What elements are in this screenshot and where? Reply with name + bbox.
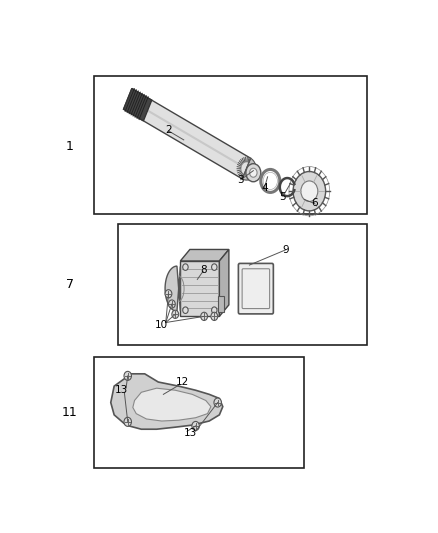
Circle shape	[211, 312, 218, 320]
Text: 12: 12	[175, 377, 189, 387]
Bar	[117, 224, 367, 345]
Circle shape	[201, 312, 208, 320]
Polygon shape	[133, 388, 211, 421]
Circle shape	[183, 307, 188, 313]
Text: 9: 9	[282, 245, 289, 255]
Circle shape	[169, 300, 175, 308]
Polygon shape	[242, 158, 256, 180]
Polygon shape	[124, 88, 251, 179]
Circle shape	[212, 264, 217, 270]
Text: 6: 6	[311, 198, 318, 208]
Polygon shape	[165, 266, 180, 311]
Circle shape	[293, 172, 325, 211]
Circle shape	[214, 398, 222, 407]
Circle shape	[172, 310, 179, 318]
Text: 3: 3	[237, 175, 244, 185]
Circle shape	[183, 264, 188, 270]
Polygon shape	[180, 249, 229, 261]
Bar	[180, 261, 219, 317]
Circle shape	[124, 417, 131, 426]
Text: 5: 5	[279, 191, 286, 201]
Circle shape	[250, 168, 257, 177]
Polygon shape	[219, 249, 229, 317]
Circle shape	[192, 422, 199, 431]
Circle shape	[246, 164, 261, 182]
Text: 13: 13	[114, 385, 127, 395]
Circle shape	[165, 290, 172, 298]
FancyBboxPatch shape	[238, 263, 273, 314]
Circle shape	[212, 307, 217, 313]
Text: 10: 10	[155, 320, 168, 329]
Text: 4: 4	[261, 183, 268, 193]
Text: 8: 8	[200, 265, 206, 275]
Text: 7: 7	[66, 278, 74, 291]
Text: 11: 11	[62, 406, 78, 419]
Circle shape	[124, 372, 131, 381]
Bar	[218, 296, 224, 312]
Text: 13: 13	[184, 429, 197, 438]
Circle shape	[301, 181, 318, 201]
Bar	[94, 358, 304, 468]
Text: 2: 2	[165, 125, 172, 135]
Polygon shape	[111, 374, 223, 429]
Polygon shape	[124, 88, 152, 121]
Bar	[94, 76, 367, 214]
Text: 1: 1	[66, 140, 74, 152]
